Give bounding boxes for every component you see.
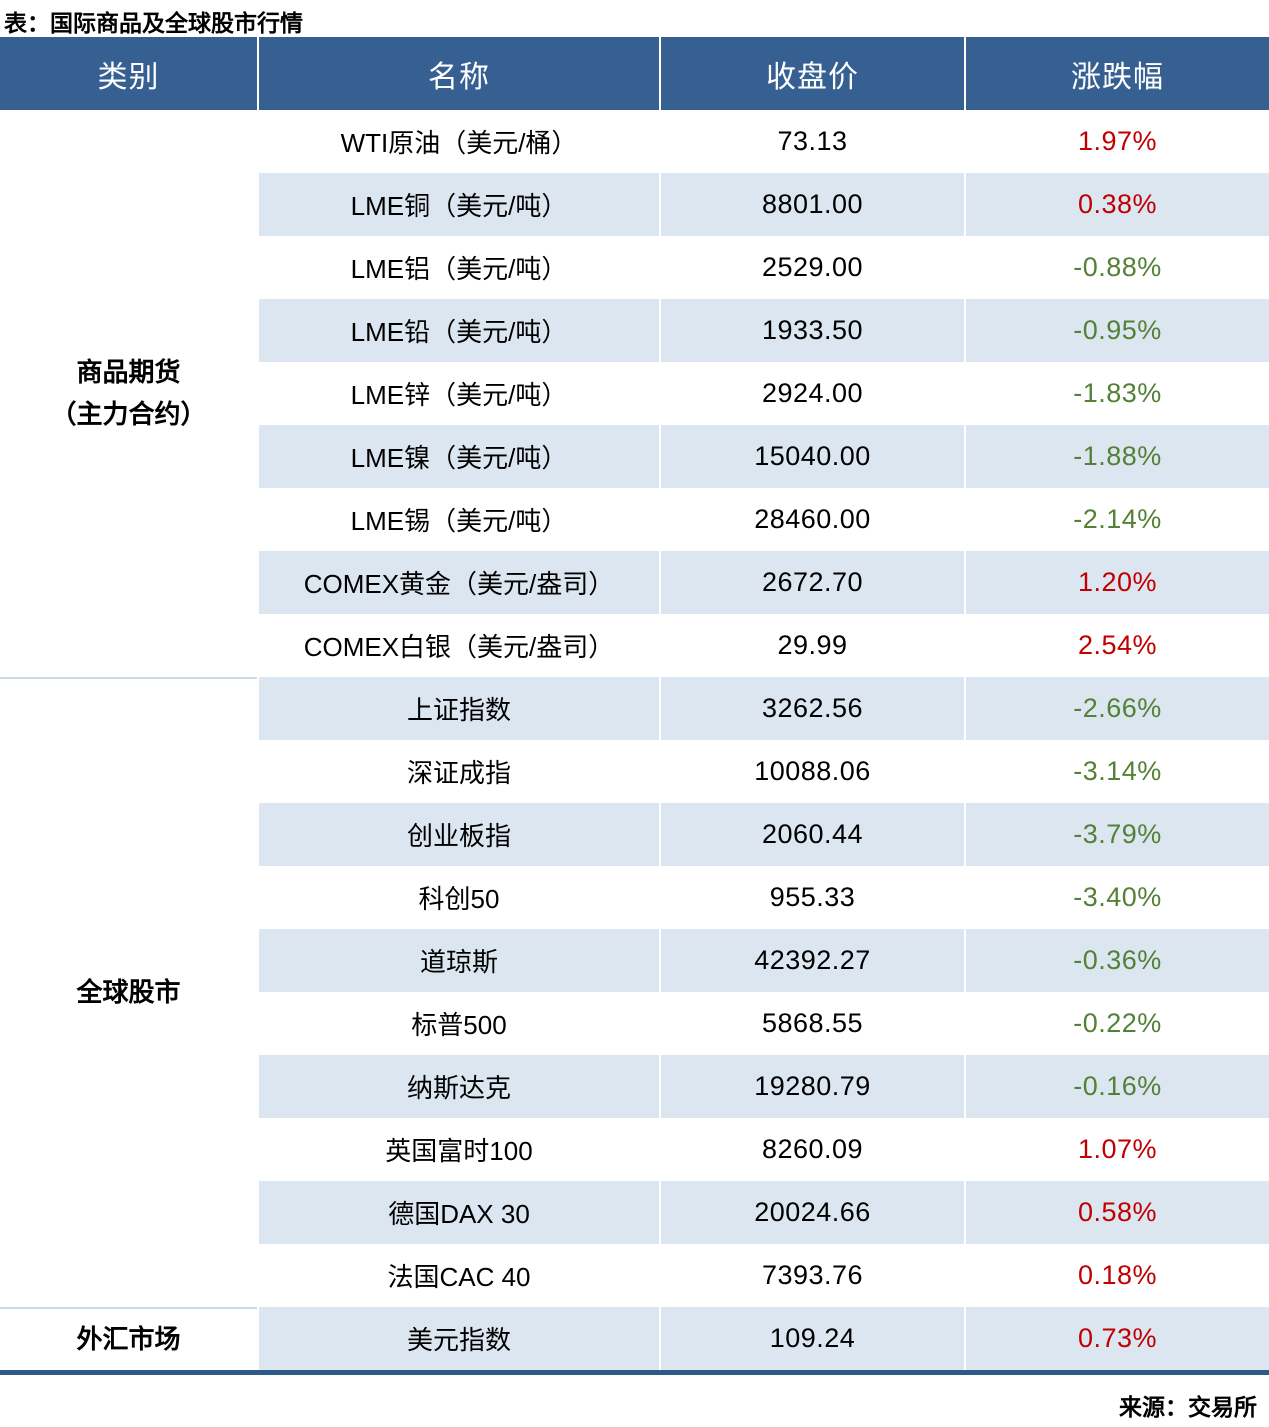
- row-name: WTI原油（美元/桶）: [340, 128, 578, 158]
- category-commodity-futures: 商品期货 （主力合约）: [0, 110, 257, 677]
- row-name: LME铅（美元/吨）: [259, 299, 659, 362]
- row-close: 2529.00: [761, 252, 864, 282]
- row-name: LME铝（美元/吨）: [350, 254, 568, 284]
- header-change: 涨跌幅: [966, 37, 1269, 110]
- header-name: 名称: [259, 37, 659, 110]
- row-change: 1.07%: [1077, 1134, 1158, 1164]
- row-name: 深证成指: [406, 758, 511, 788]
- category-label: 全球股市: [76, 977, 181, 1008]
- row-name: 创业板指: [259, 803, 659, 866]
- row-close: 2672.70: [661, 551, 964, 614]
- category-label: 外汇市场: [76, 1323, 181, 1354]
- row-name: 德国DAX 30: [259, 1181, 659, 1244]
- row-change: -0.36%: [966, 929, 1269, 992]
- row-close: 8260.09: [761, 1134, 864, 1164]
- row-change: 0.73%: [966, 1307, 1269, 1370]
- row-close: 19280.79: [661, 1055, 964, 1118]
- row-close: 7393.76: [761, 1260, 864, 1290]
- row-close: 3262.56: [661, 677, 964, 740]
- row-change: 2.54%: [1077, 630, 1158, 660]
- row-close: 8801.00: [661, 173, 964, 236]
- row-name: 科创50: [418, 884, 500, 914]
- row-close: 10088.06: [754, 756, 871, 786]
- row-close: 2060.44: [661, 803, 964, 866]
- row-change: -2.14%: [1073, 504, 1162, 534]
- row-close: 29.99: [777, 630, 848, 660]
- row-close: 2924.00: [761, 378, 864, 408]
- row-change: -0.95%: [966, 299, 1269, 362]
- row-change: -3.79%: [966, 803, 1269, 866]
- row-name: LME铜（美元/吨）: [259, 173, 659, 236]
- row-change: 0.58%: [966, 1181, 1269, 1244]
- market-table: 类别 名称 收盘价 涨跌幅 商品期货 （主力合约） 全球股市 外汇市场 WTI原…: [0, 37, 1269, 1375]
- row-name: 纳斯达克: [259, 1055, 659, 1118]
- row-close: 20024.66: [661, 1181, 964, 1244]
- category-label-line1: 商品期货: [76, 356, 181, 387]
- row-change: -2.66%: [966, 677, 1269, 740]
- row-change: -1.88%: [966, 425, 1269, 488]
- row-name: 标普500: [411, 1010, 507, 1040]
- row-change: 1.20%: [966, 551, 1269, 614]
- row-name: COMEX白银（美元/盎司）: [303, 632, 615, 662]
- header-close: 收盘价: [661, 37, 964, 110]
- category-forex: 外汇市场: [0, 1307, 257, 1370]
- row-name: LME锌（美元/吨）: [350, 380, 568, 410]
- category-label-line2: （主力合约）: [50, 398, 207, 429]
- row-name: 上证指数: [259, 677, 659, 740]
- row-close: 28460.00: [754, 504, 871, 534]
- row-change: -0.22%: [1073, 1008, 1162, 1038]
- category-global-stocks: 全球股市: [0, 677, 257, 1307]
- row-name: 英国富时100: [385, 1136, 533, 1166]
- row-change: 0.38%: [966, 173, 1269, 236]
- row-change: -1.83%: [1073, 378, 1162, 408]
- row-name: 美元指数: [259, 1307, 659, 1370]
- row-close: 1933.50: [661, 299, 964, 362]
- row-close: 42392.27: [661, 929, 964, 992]
- row-close: 73.13: [777, 126, 848, 156]
- row-name: 法国CAC 40: [387, 1262, 531, 1292]
- row-change: 1.97%: [1077, 126, 1158, 156]
- source-note: 来源：交易所: [1119, 1394, 1257, 1420]
- page-title: 表：国际商品及全球股市行情: [4, 10, 303, 36]
- row-close: 955.33: [769, 882, 856, 912]
- row-change: -3.14%: [1073, 756, 1162, 786]
- row-name: 道琼斯: [259, 929, 659, 992]
- row-close: 15040.00: [661, 425, 964, 488]
- row-change: -3.40%: [1073, 882, 1162, 912]
- header-category: 类别: [0, 37, 257, 110]
- row-change: -0.16%: [966, 1055, 1269, 1118]
- row-close: 109.24: [661, 1307, 964, 1370]
- row-change: 0.18%: [1077, 1260, 1158, 1290]
- row-name: LME镍（美元/吨）: [259, 425, 659, 488]
- row-close: 5868.55: [761, 1008, 864, 1038]
- row-name: COMEX黄金（美元/盎司）: [259, 551, 659, 614]
- row-change: -0.88%: [1073, 252, 1162, 282]
- row-name: LME锡（美元/吨）: [350, 506, 568, 536]
